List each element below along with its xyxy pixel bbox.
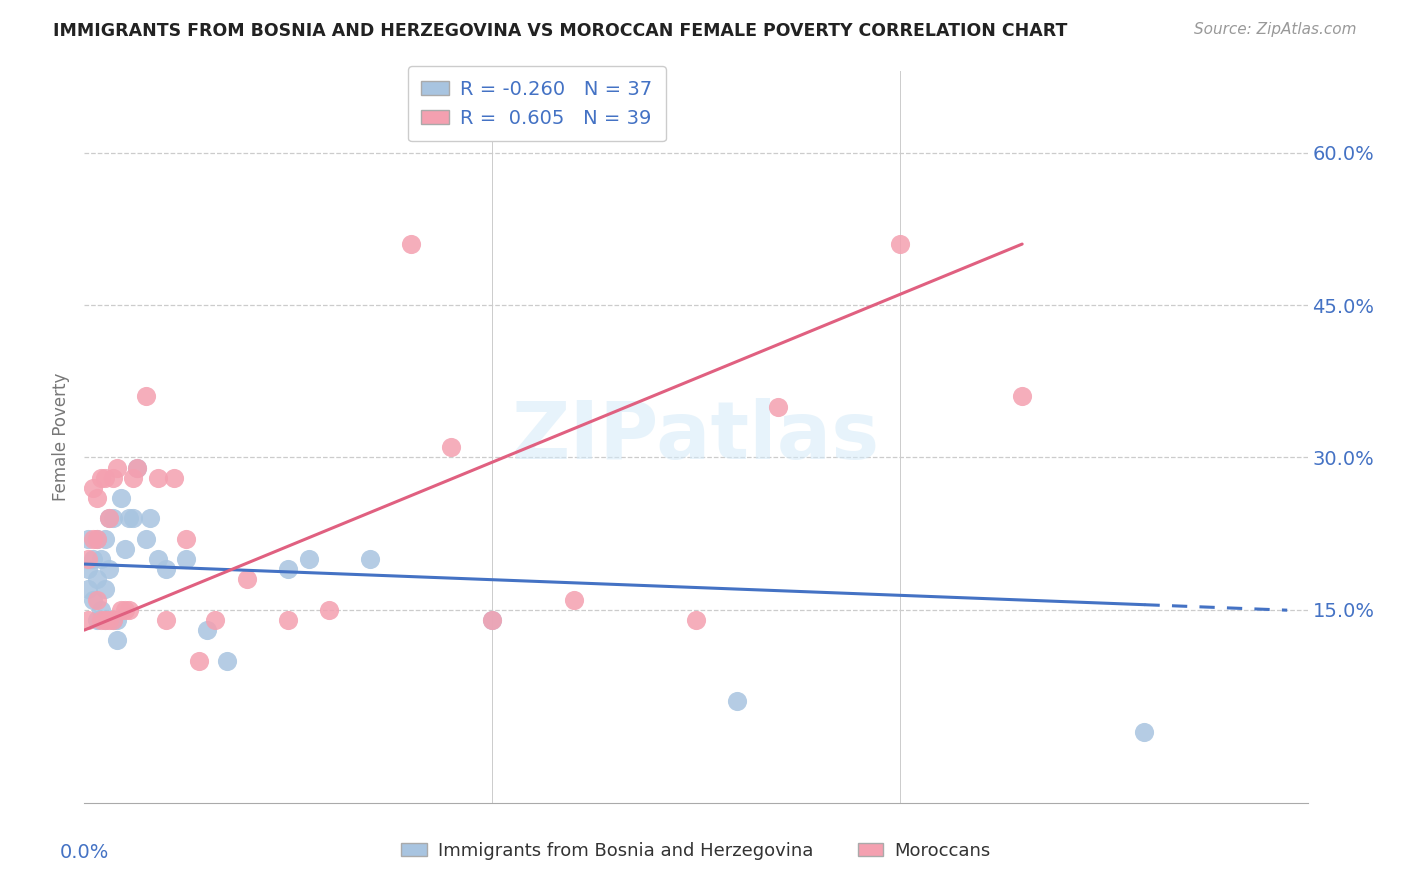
Point — [86, 592, 108, 607]
Point — [101, 613, 124, 627]
Point — [90, 471, 112, 485]
Point — [77, 582, 100, 597]
Point — [97, 562, 120, 576]
Point — [90, 603, 112, 617]
Point — [217, 654, 239, 668]
Point — [105, 460, 128, 475]
Point — [82, 532, 104, 546]
Point — [118, 511, 141, 525]
Point — [204, 613, 226, 627]
Point — [77, 562, 100, 576]
Point — [82, 592, 104, 607]
Point — [685, 613, 707, 627]
Point — [82, 552, 104, 566]
Point — [110, 603, 132, 617]
Point — [77, 532, 100, 546]
Point — [318, 603, 340, 617]
Point — [138, 511, 160, 525]
Point — [187, 654, 209, 668]
Point — [155, 562, 177, 576]
Point — [135, 389, 157, 403]
Point — [86, 491, 108, 505]
Point — [766, 400, 789, 414]
Point — [399, 237, 422, 252]
Point — [93, 582, 115, 597]
Point — [440, 440, 463, 454]
Point — [97, 511, 120, 525]
Point — [110, 491, 132, 505]
Legend: Immigrants from Bosnia and Herzegovina, Moroccans: Immigrants from Bosnia and Herzegovina, … — [394, 835, 998, 867]
Point — [277, 562, 299, 576]
Text: 0.0%: 0.0% — [59, 843, 110, 862]
Point — [122, 471, 145, 485]
Point — [359, 552, 381, 566]
Point — [114, 541, 136, 556]
Point — [725, 694, 748, 708]
Point — [101, 613, 124, 627]
Point — [97, 613, 120, 627]
Point — [101, 471, 124, 485]
Point — [174, 552, 197, 566]
Point — [298, 552, 321, 566]
Point — [77, 552, 100, 566]
Point — [174, 532, 197, 546]
Text: IMMIGRANTS FROM BOSNIA AND HERZEGOVINA VS MOROCCAN FEMALE POVERTY CORRELATION CH: IMMIGRANTS FROM BOSNIA AND HERZEGOVINA V… — [53, 22, 1067, 40]
Point — [236, 572, 259, 586]
Point — [889, 237, 911, 252]
Point — [93, 613, 115, 627]
Point — [93, 471, 115, 485]
Point — [127, 460, 149, 475]
Point — [114, 603, 136, 617]
Point — [146, 471, 169, 485]
Point — [86, 532, 108, 546]
Point — [146, 552, 169, 566]
Point — [118, 603, 141, 617]
Point — [195, 623, 218, 637]
Point — [77, 613, 100, 627]
Point — [86, 532, 108, 546]
Point — [105, 633, 128, 648]
Point — [105, 613, 128, 627]
Point — [90, 613, 112, 627]
Point — [97, 511, 120, 525]
Point — [90, 552, 112, 566]
Point — [481, 613, 503, 627]
Point — [163, 471, 186, 485]
Point — [93, 613, 115, 627]
Point — [562, 592, 585, 607]
Point — [101, 511, 124, 525]
Point — [481, 613, 503, 627]
Point — [135, 532, 157, 546]
Text: Source: ZipAtlas.com: Source: ZipAtlas.com — [1194, 22, 1357, 37]
Point — [127, 460, 149, 475]
Point — [1011, 389, 1033, 403]
Point — [93, 532, 115, 546]
Point — [82, 481, 104, 495]
Point — [155, 613, 177, 627]
Point — [277, 613, 299, 627]
Point — [122, 511, 145, 525]
Text: ZIPatlas: ZIPatlas — [512, 398, 880, 476]
Point — [1133, 724, 1156, 739]
Point — [86, 613, 108, 627]
Point — [86, 572, 108, 586]
Y-axis label: Female Poverty: Female Poverty — [52, 373, 70, 501]
